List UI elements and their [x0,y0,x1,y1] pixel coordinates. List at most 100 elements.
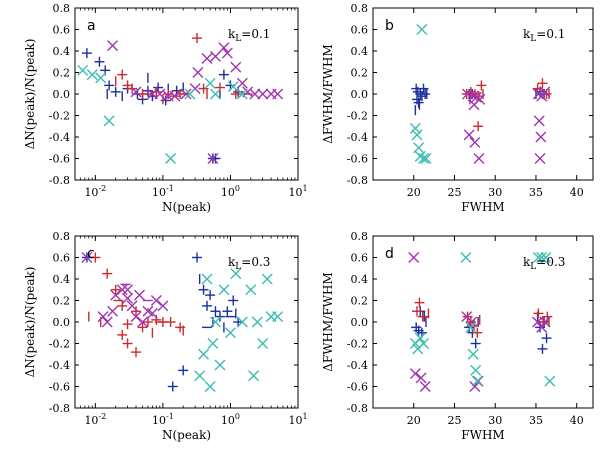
data-point-x [415,372,427,384]
y-tick-label: -0.6 [49,153,70,166]
data-point-plus [192,252,203,263]
data-point-x [420,153,432,164]
kl-annotation: kL=0.3 [523,255,565,272]
data-point-x [184,88,196,100]
data-point-x [414,150,426,162]
data-point-plus [417,311,428,322]
data-point-plus [222,306,233,317]
x-tick-label: 101 [288,412,307,427]
x-axis-label: N(peak) [162,200,211,214]
data-point-plus [412,86,423,97]
data-point-x [460,252,472,263]
y-tick-label: -0.8 [49,402,70,415]
y-tick-label: -0.4 [49,359,70,372]
data-point-x [418,338,430,349]
kl-annotation: kL=0.1 [228,27,270,44]
data-point-x [95,72,107,84]
data-point-x [122,284,134,296]
data-point-x [473,153,485,164]
x-tick-label: 25 [447,414,461,427]
x-tick-label: 20 [407,186,421,199]
y-tick-label: 0.4 [351,45,369,58]
data-point-plus [198,83,209,94]
data-point-x [534,153,546,164]
y-tick-label: -0.2 [49,110,70,123]
y-tick-label: -0.8 [347,174,368,187]
data-point-x [137,316,149,328]
data-point-x [272,88,284,100]
panel-a: 0.8 0.6 0.4 0.2 0.0 -0.2 -0.4 -0.6 -0.8 10-2 10-1 1… [23,2,308,214]
data-point-plus [94,56,105,67]
data-point-x [154,88,166,100]
data-point-x [209,50,221,62]
data-point-plus [122,338,133,349]
panel-label: c [87,246,95,262]
kl-value: =0.1 [241,27,270,41]
data-point-x [535,131,547,143]
data-point-plus [110,284,121,295]
x-tick-label: 20 [407,414,421,427]
y-tick-label: 0.2 [351,67,369,80]
data-point-plus [153,82,164,93]
data-point-x [465,321,477,333]
y-tick-label: -0.6 [49,381,70,394]
data-point-x [146,307,158,319]
data-point-x [468,99,480,111]
data-point-x [470,364,482,376]
y-tick-label: 0.8 [53,230,71,243]
data-point-x [249,88,261,100]
data-point-plus [165,317,176,327]
y-tick-label: -0.8 [49,174,70,187]
data-point-x [116,284,128,296]
data-point-x [413,142,425,154]
y-tick-label: 0.4 [53,273,71,286]
data-point-x [204,77,216,89]
data-point-x [218,284,230,296]
data-point-plus [81,48,92,59]
data-point-x [408,252,420,263]
x-tick-label: 40 [570,414,584,427]
data-point-x [471,375,483,387]
data-point-x [230,268,242,280]
data-point-x [77,64,89,76]
kl-symbol: k [523,255,531,269]
data-point-plus [117,300,128,311]
kl-subscript: L [530,262,536,272]
data-point-x [257,88,269,100]
data-point-x [169,90,181,102]
x-tick-label: 10-1 [152,412,174,427]
data-point-x [192,67,204,78]
data-point-x [257,338,269,349]
kl-symbol: k [523,27,531,41]
data-point-x [207,153,219,164]
x-tick-label: 10-2 [84,184,106,199]
data-markers [408,252,556,392]
data-point-x [544,375,556,387]
panel-label: b [385,18,394,34]
data-point-x [532,88,544,100]
data-point-x [209,88,221,100]
data-point-x [81,252,93,263]
data-point-x [126,300,138,312]
data-point-plus [110,86,121,97]
data-point-plus [210,306,221,317]
data-point-x [221,47,233,59]
x-tick-label: 101 [288,184,307,199]
data-point-plus [537,343,548,354]
y-tick-label: 0.2 [53,295,71,308]
data-point-x [122,292,134,304]
kl-subscript: L [235,34,241,44]
y-tick-label: 0.8 [351,230,369,243]
kl-value: =0.3 [241,255,270,269]
data-point-plus [537,78,548,89]
data-point-x [130,311,142,323]
data-point-x [467,348,479,360]
data-point-x [209,316,221,328]
data-point-plus [131,347,142,358]
data-point-plus [205,290,216,301]
data-point-plus [122,319,133,330]
panel-d: 0.8 0.6 0.4 0.2 0.0 -0.2 -0.4 -0.6 -0.8 20 25 30 35 4… [321,230,594,442]
data-point-x [130,86,142,98]
data-point-plus [412,306,422,317]
data-point-plus [117,69,128,80]
